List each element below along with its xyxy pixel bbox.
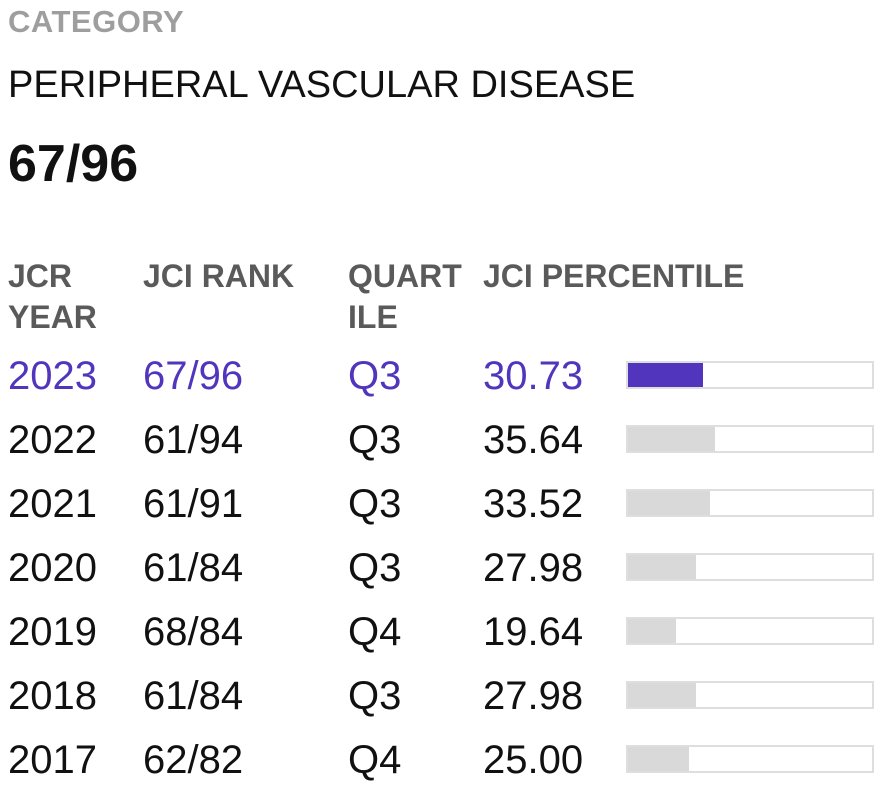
rank-cell: 61/91 xyxy=(143,482,244,526)
percentile-bar xyxy=(626,489,874,517)
table-row: 2018 61/84 Q3 27.98 xyxy=(0,666,888,730)
quartile-cell: Q3 xyxy=(348,674,402,718)
rank-cell: 62/82 xyxy=(143,738,244,782)
percentile-bar-fill xyxy=(628,555,697,579)
year-cell: 2019 xyxy=(8,610,97,654)
percentile-bar xyxy=(626,425,874,453)
percentile-bar-fill xyxy=(628,363,703,387)
percentile-cell: 27.98 xyxy=(483,674,584,718)
table-row: 2021 61/91 Q3 33.52 xyxy=(0,474,888,538)
year-cell: 2023 xyxy=(8,354,97,398)
percentile-bar-fill xyxy=(628,747,689,771)
year-cell: 2020 xyxy=(8,546,97,590)
percentile-cell: 35.64 xyxy=(483,418,584,462)
table-header: JCR YEAR JCI RANK QUARTILE JCI PERCENTIL… xyxy=(0,256,888,340)
year-cell: 2017 xyxy=(8,738,97,782)
percentile-bar xyxy=(626,617,874,645)
table-row: 2020 61/84 Q3 27.98 xyxy=(0,538,888,602)
quartile-cell: Q3 xyxy=(348,482,402,526)
percentile-cell: 25.00 xyxy=(483,738,584,782)
year-cell: 2021 xyxy=(8,482,97,526)
percentile-bar xyxy=(626,681,874,709)
header-jcr-year: JCR YEAR xyxy=(8,258,97,335)
percentile-bar xyxy=(626,553,874,581)
quartile-cell: Q4 xyxy=(348,738,402,782)
category-name: PERIPHERAL VASCULAR DISEASE xyxy=(8,64,636,106)
percentile-bar-fill xyxy=(628,683,697,707)
rank-cell: 61/84 xyxy=(143,546,244,590)
percentile-cell: 30.73 xyxy=(483,354,584,398)
percentile-bar-fill xyxy=(628,491,710,515)
quartile-cell: Q3 xyxy=(348,354,402,398)
category-label: CATEGORY xyxy=(8,4,185,39)
rank-cell: 61/94 xyxy=(143,418,244,462)
quartile-cell: Q3 xyxy=(348,418,402,462)
table-row: 2019 68/84 Q4 19.64 xyxy=(0,602,888,666)
percentile-bar-fill xyxy=(628,619,676,643)
percentile-bar xyxy=(626,361,874,389)
quartile-cell: Q4 xyxy=(348,610,402,654)
header-jci-rank: JCI RANK xyxy=(143,258,295,294)
percentile-cell: 33.52 xyxy=(483,482,584,526)
percentile-cell: 19.64 xyxy=(483,610,584,654)
rank-cell: 67/96 xyxy=(143,354,244,398)
percentile-bar-fill xyxy=(628,427,715,451)
header-jci-percentile: JCI PERCENTILE xyxy=(483,258,745,294)
year-cell: 2022 xyxy=(8,418,97,462)
percentile-bar xyxy=(626,745,874,773)
ranking-table-body: 2023 67/96 Q3 30.73 2022 61/94 Q3 35.64 … xyxy=(0,346,888,794)
year-cell: 2018 xyxy=(8,674,97,718)
percentile-cell: 27.98 xyxy=(483,546,584,590)
table-row: 2022 61/94 Q3 35.64 xyxy=(0,410,888,474)
table-row: 2017 62/82 Q4 25.00 xyxy=(0,730,888,794)
header-quartile: QUARTILE xyxy=(348,258,462,335)
quartile-cell: Q3 xyxy=(348,546,402,590)
table-row: 2023 67/96 Q3 30.73 xyxy=(0,346,888,410)
rank-cell: 61/84 xyxy=(143,674,244,718)
rank-cell: 68/84 xyxy=(143,610,244,654)
category-rank: 67/96 xyxy=(8,135,139,193)
